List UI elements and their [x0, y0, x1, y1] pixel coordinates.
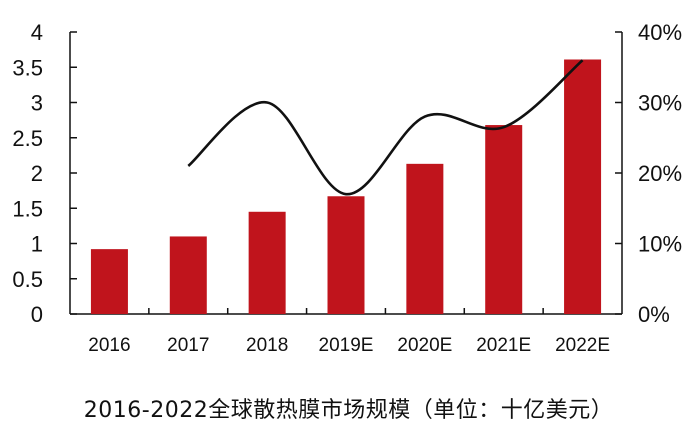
right-axis-tick-label: 10% [638, 232, 682, 257]
bars [90, 59, 602, 315]
bar [90, 249, 128, 314]
right-axis-tick-label: 0% [638, 302, 670, 327]
left-axis-tick-label: 1.5 [12, 196, 43, 221]
x-axis-tick-label: 2019E [319, 335, 374, 356]
right-axis-tick-label: 30% [638, 91, 682, 116]
bar [406, 163, 444, 314]
x-axis-tick-label: 2017 [167, 335, 209, 356]
chart: 00.511.522.533.54 0%10%20%30%40% 2016 201… [12, 20, 682, 356]
right-axis-tick-label: 20% [638, 161, 682, 186]
left-axis-ticks: 0 0.5 1 1.5 2 2.5 3 3.5 4 [12, 20, 77, 327]
bar [564, 59, 602, 315]
left-axis-tick-label: 4 [31, 20, 43, 45]
left-axis-tick-label: 3.5 [12, 55, 43, 80]
bar [248, 211, 286, 314]
left-axis-tick-label: 0 [31, 302, 43, 327]
left-axis-tick-label: 2 [31, 161, 43, 186]
x-axis-tick-label: 2016 [88, 335, 130, 356]
left-axis-tick-label: 1 [31, 232, 43, 257]
x-axis-ticks: 2016 2017 2018 2019E 2020E 2021E 2022E [88, 308, 610, 356]
growth-rate-line [187, 59, 584, 196]
left-axis-tick-label: 0.5 [12, 267, 43, 292]
x-axis-tick-label: 2020E [397, 335, 452, 356]
x-axis-tick-label: 2018 [246, 335, 288, 356]
chart-title: 2016-2022全球散热膜市场规模（单位：十亿美元） [83, 398, 614, 423]
right-axis-ticks: 0% 10% 20% 30% 40% [615, 20, 682, 327]
x-axis-tick-label: 2022E [555, 335, 610, 356]
x-axis-tick-label: 2021E [476, 335, 531, 356]
left-axis-tick-label: 2.5 [12, 126, 43, 151]
left-axis-tick-label: 3 [31, 91, 43, 116]
bar [169, 236, 207, 314]
bar [327, 196, 365, 314]
right-axis-tick-label: 40% [638, 20, 682, 45]
bar [485, 125, 523, 314]
